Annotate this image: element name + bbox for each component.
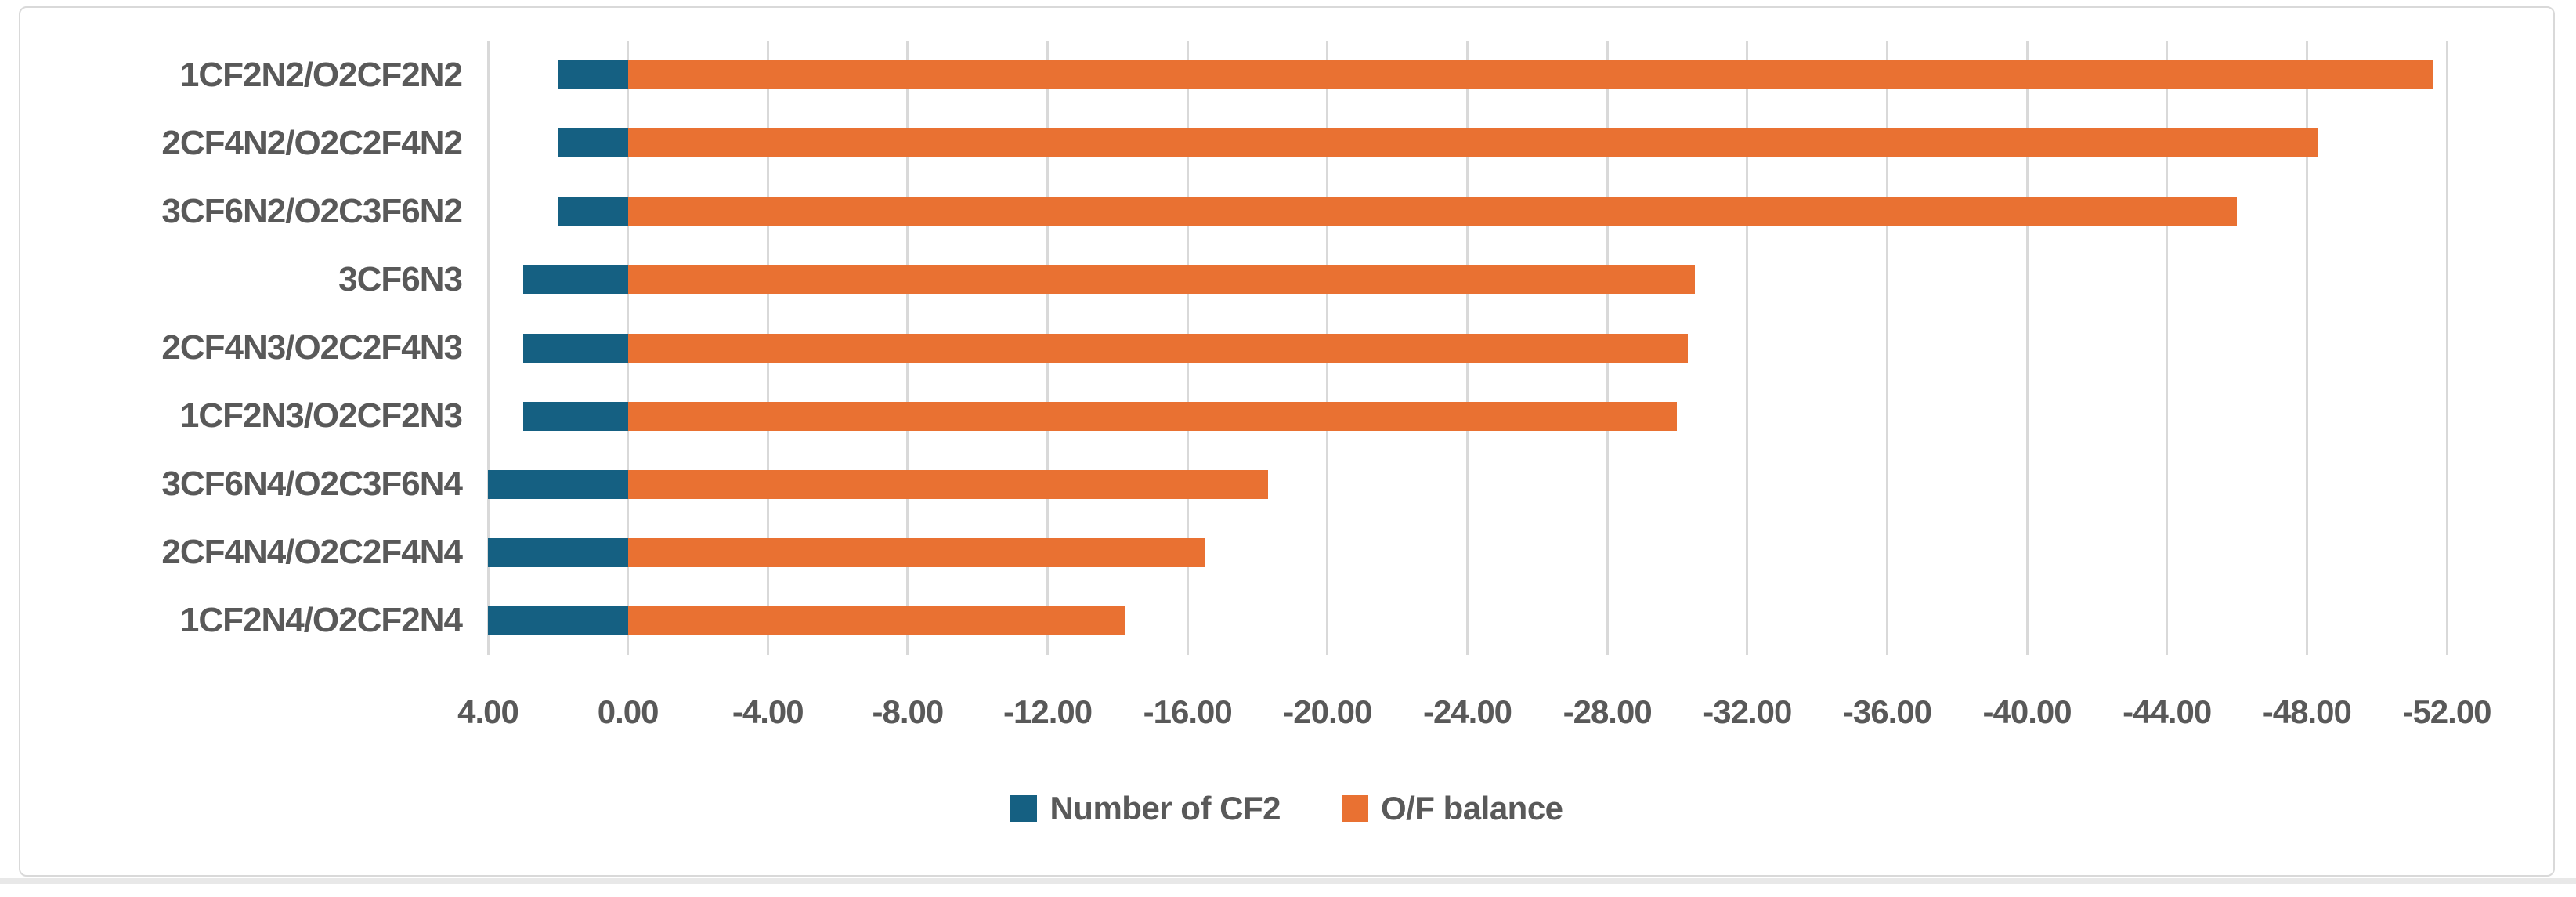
- x-axis-tick-label: -16.00: [1143, 693, 1233, 730]
- spreadsheet-row-edge: [0, 878, 2576, 884]
- bar-of-balance: [627, 197, 2238, 226]
- gridline: [1885, 41, 1888, 655]
- bar-number-of-cf2: [488, 606, 628, 635]
- bar-of-balance: [627, 401, 1678, 431]
- x-axis-tick-label: -12.00: [1003, 693, 1093, 730]
- category-label: 2CF4N3/O2C2F4N3: [161, 328, 463, 367]
- x-axis-tick-label: -52.00: [2402, 693, 2491, 730]
- bar-number-of-cf2: [558, 197, 628, 226]
- x-axis-tick-label: -44.00: [2123, 693, 2212, 730]
- legend-item-number-of-cf2: Number of CF2: [1010, 790, 1281, 827]
- category-label: 2CF4N2/O2C2F4N2: [161, 123, 463, 162]
- category-label: 1CF2N3/O2CF2N3: [179, 396, 463, 436]
- gridline: [2025, 41, 2029, 655]
- bar-of-balance: [627, 265, 1695, 295]
- bar-of-balance: [627, 469, 1268, 499]
- legend-marker-of-balance: [1341, 795, 1368, 822]
- bar-of-balance: [627, 537, 1205, 567]
- category-label: 3CF6N2/O2C3F6N2: [161, 191, 463, 230]
- x-axis-tick-label: 4.00: [457, 693, 519, 730]
- x-axis-tick-label: -32.00: [1703, 693, 1792, 730]
- category-label: 1CF2N4/O2CF2N4: [179, 601, 463, 640]
- category-label: 3CF6N4/O2C3F6N4: [161, 465, 463, 504]
- bar-number-of-cf2: [522, 333, 628, 363]
- legend-label-number-of-cf2: Number of CF2: [1050, 790, 1281, 826]
- bar-of-balance: [627, 333, 1688, 363]
- gridline: [2166, 41, 2169, 655]
- legend-item-of-balance: O/F balance: [1341, 790, 1563, 827]
- bar-number-of-cf2: [522, 401, 628, 431]
- legend: Number of CF2 O/F balance: [19, 785, 2555, 832]
- bar-of-balance: [627, 606, 1125, 635]
- bar-number-of-cf2: [488, 537, 628, 567]
- bar-number-of-cf2: [488, 469, 628, 499]
- gridline: [2445, 41, 2448, 655]
- x-axis-tick-label: -48.00: [2262, 693, 2352, 730]
- category-label: 1CF2N2/O2CF2N2: [179, 55, 463, 94]
- legend-marker-number-of-cf2: [1010, 795, 1038, 822]
- x-axis-tick-label: -8.00: [872, 693, 945, 730]
- x-axis-tick-label: -4.00: [732, 693, 804, 730]
- gridline: [1746, 41, 1749, 655]
- x-axis-tick-label: -28.00: [1563, 693, 1653, 730]
- bar-number-of-cf2: [558, 128, 628, 158]
- x-axis-tick-label: 0.00: [597, 693, 659, 730]
- bar-of-balance: [627, 60, 2433, 90]
- legend-label-of-balance: O/F balance: [1380, 790, 1563, 826]
- x-axis-tick-label: -40.00: [1982, 693, 2072, 730]
- x-axis-tick-label: -36.00: [1842, 693, 1932, 730]
- gridline: [486, 41, 490, 655]
- bar-number-of-cf2: [558, 60, 628, 90]
- gridline: [2305, 41, 2308, 655]
- bar-of-balance: [627, 128, 2318, 158]
- x-axis-tick-label: -24.00: [1422, 693, 1512, 730]
- category-label: 3CF6N3: [338, 259, 463, 298]
- x-axis-tick-label: -20.00: [1283, 693, 1372, 730]
- category-label: 2CF4N4/O2C2F4N4: [161, 533, 463, 572]
- bar-number-of-cf2: [522, 265, 628, 295]
